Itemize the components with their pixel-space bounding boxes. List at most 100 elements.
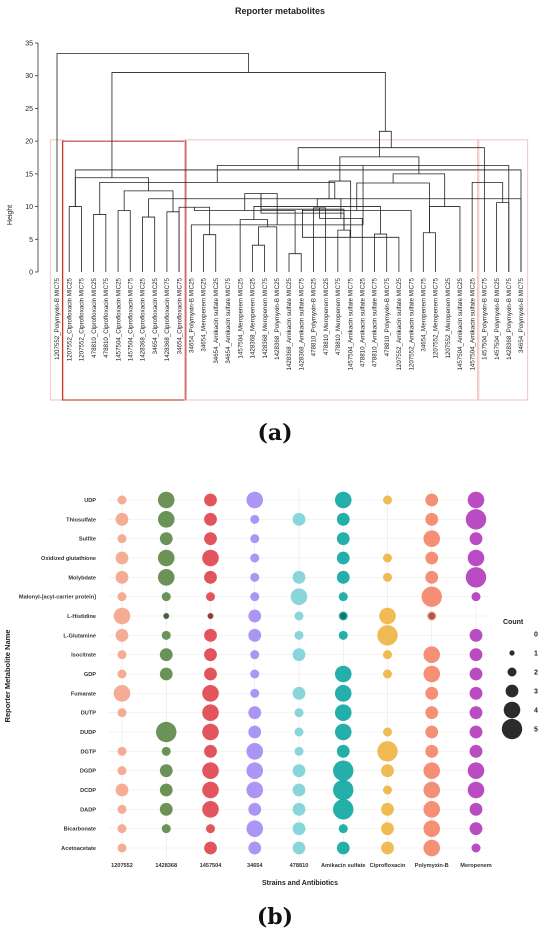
bubble [381, 764, 394, 778]
bubble [202, 704, 219, 721]
bubble [117, 824, 127, 834]
panel-label-a: (a) [257, 420, 292, 446]
bubble [159, 667, 173, 681]
metabolite-label: Oxidized glutathione [41, 556, 96, 562]
leaf-label: 1207552_Meropenem MIC75 [433, 277, 440, 358]
bubble [423, 646, 441, 663]
category-label: Polymyxin-B [415, 863, 449, 869]
bubble [161, 824, 171, 834]
bubble [117, 766, 127, 776]
dendrogram-branch [111, 72, 386, 178]
category-label: 1207552 [111, 863, 133, 869]
bubble [469, 532, 483, 546]
bubble [159, 802, 173, 816]
bubble [423, 801, 441, 818]
dendrogram-branch [356, 182, 430, 233]
metabolite-label: Bicarbonate [64, 827, 96, 833]
bubble [115, 512, 129, 526]
bubble [250, 688, 260, 698]
bubble [202, 549, 219, 567]
dendrogram-branch [392, 173, 446, 207]
bubble [250, 514, 260, 524]
legend-bubble [509, 650, 515, 656]
leaf-label: 478810_Polymyxin-B MIC25 [311, 277, 318, 356]
bubble [469, 706, 483, 720]
bubble-x-axis-label: Strains and Antibiotics [262, 880, 338, 887]
category-label: 1457504 [200, 863, 223, 869]
bubble [383, 727, 392, 737]
legend-bubble [507, 667, 517, 677]
bubble [333, 760, 354, 781]
leaf-label: 1457504_Amikacin sulfate MIC75 [347, 277, 354, 370]
bubble [159, 764, 173, 778]
bubble [336, 512, 350, 526]
leaf-label: 34654_Ciprofloxacin MIC25 [152, 277, 159, 354]
bubble [423, 665, 441, 683]
bubble [250, 650, 260, 660]
dendrogram-branch [378, 130, 392, 157]
dendrogram-branch [429, 206, 461, 272]
bubble [248, 725, 262, 739]
bubble [471, 843, 481, 853]
dendrogram-branch [471, 181, 504, 272]
bubble [381, 822, 394, 836]
bubble [383, 669, 392, 679]
legend-bubble [501, 718, 523, 740]
leaf-label: 1207552_Ciprofloxacin MIC75 [79, 277, 86, 361]
bubble [465, 567, 487, 588]
y-tick-label: 10 [25, 204, 33, 211]
metabolite-label: L-Glutamine [63, 633, 96, 639]
bubble [117, 650, 127, 660]
legend-value: 1 [534, 651, 538, 658]
leaf-label: 1428368_Amikacin sulfate MIC25 [286, 277, 293, 370]
panel-label-b: (b) [257, 904, 293, 930]
dendrogram-tree [56, 53, 522, 272]
leaf-label: 1457504_Amikacin sulfate MIC25 [469, 277, 476, 370]
metabolite-label: DADP [80, 807, 96, 813]
bubble [383, 553, 392, 563]
bubble [117, 534, 127, 544]
bubble [381, 802, 394, 816]
bubble [204, 512, 217, 526]
bubble [336, 841, 350, 855]
bubble [292, 570, 306, 584]
bubble [294, 630, 304, 640]
bubble [248, 706, 262, 720]
bubble [117, 746, 127, 756]
bubble [115, 783, 129, 797]
bubble [383, 785, 392, 795]
bubble [157, 569, 175, 586]
leaf-label: 478810_Polymyxin-B MIC75 [384, 277, 391, 356]
y-tick-label: 30 [25, 73, 33, 80]
bubble [425, 706, 439, 720]
bubble-accent [163, 612, 170, 620]
leaf-label: 1207552_Amikacin sulfate MIC75 [408, 277, 415, 370]
leaf-label: 1428368_Meropenem MIC25 [250, 277, 257, 358]
bubble [425, 725, 439, 739]
bubble [206, 824, 215, 834]
leaf-label: 1207552_Ciprofloxacin MIC25 [66, 277, 73, 361]
count-legend: Count 0 1 2 3 4 5 [501, 619, 538, 740]
legend-title: Count [503, 619, 524, 626]
bubble [156, 721, 177, 743]
bubble [383, 650, 392, 660]
bubble [423, 530, 441, 547]
bubble [379, 607, 396, 625]
dendrogram-branch [316, 198, 342, 219]
bubble-accent [340, 612, 347, 620]
bubble [161, 630, 171, 640]
category-labels: 1207552 1428368 1457504 34654 478810 Amikacin… [111, 863, 492, 869]
leaf-label: 1428368_Ciprofloxacin MIC25 [140, 277, 147, 361]
leaf-label: 34654_Meropenem MIC25 [201, 277, 208, 351]
bubble [334, 723, 352, 741]
bubble [117, 669, 127, 679]
legend-value: 2 [534, 670, 538, 677]
metabolite-label: Acetoacetate [61, 846, 96, 852]
bubble [248, 802, 262, 816]
bubble [250, 572, 260, 582]
bubble [336, 532, 350, 546]
bubble [423, 839, 441, 857]
bubble [294, 708, 304, 718]
bubble [157, 491, 175, 509]
